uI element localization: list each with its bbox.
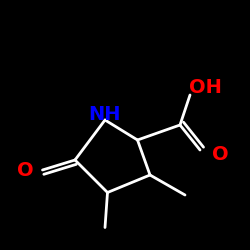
Text: OH: OH: [188, 78, 222, 97]
Text: O: O: [17, 160, 33, 180]
Text: NH: NH: [89, 106, 121, 124]
Text: O: O: [212, 146, 228, 165]
